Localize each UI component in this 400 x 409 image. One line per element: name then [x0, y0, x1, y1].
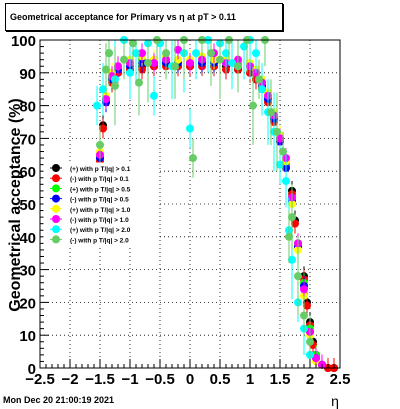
- y-tick-label: 60: [19, 164, 36, 181]
- data-point: [192, 49, 200, 58]
- data-point: [186, 124, 194, 133]
- legend-label: (+) with p T/|q| > 0.5: [70, 186, 131, 193]
- data-point: [306, 337, 314, 346]
- y-tick-label: 40: [19, 230, 36, 247]
- data-point: [150, 58, 158, 67]
- data-point: [111, 81, 119, 90]
- data-point: [171, 62, 179, 71]
- data-point: [228, 58, 236, 67]
- legend-label: (+) with p T/|q| > 1.0: [70, 207, 131, 214]
- legend-label: (-) with p T/|q| > 1.0: [70, 217, 129, 224]
- y-tick-label: 100: [11, 33, 36, 50]
- x-tick-label: −1: [121, 371, 138, 388]
- data-point: [273, 127, 281, 136]
- x-tick-label: 1: [246, 371, 254, 388]
- data-point: [174, 45, 182, 54]
- x-tick-label: 2: [306, 371, 314, 388]
- x-tick-label: 0: [186, 371, 194, 388]
- data-point: [300, 285, 308, 294]
- data-point: [96, 140, 104, 149]
- x-tick-label: −2.5: [25, 371, 55, 388]
- legend-label: (-) with p T/|q| > 0.1: [70, 176, 129, 183]
- data-points: [93, 36, 338, 372]
- x-axis-label: η: [331, 393, 339, 409]
- x-tick-label: 0.5: [210, 371, 231, 388]
- data-point: [312, 354, 320, 363]
- legend-box: [43, 162, 160, 246]
- data-point: [138, 49, 146, 58]
- data-point: [150, 91, 158, 100]
- data-point: [240, 42, 248, 51]
- data-point: [189, 154, 197, 163]
- data-point: [216, 55, 224, 64]
- data-point: [249, 101, 257, 110]
- data-point: [129, 39, 137, 48]
- data-point: [279, 147, 287, 156]
- x-tick-label: −2: [61, 371, 78, 388]
- chart-title: Geometrical acceptance for Primary vs η …: [10, 12, 236, 22]
- legend-label: (-) with p T/|q| > 0.5: [70, 197, 129, 204]
- y-tick-label: 70: [19, 131, 36, 148]
- timestamp: Mon Dec 20 21:00:19 2021: [3, 395, 115, 405]
- data-point: [303, 301, 311, 310]
- legend: (+) with p T/|q| > 0.1 (-) with p T/|q| >…: [43, 162, 160, 246]
- data-point: [135, 78, 143, 87]
- data-point: [276, 134, 284, 143]
- y-tick-label: 90: [19, 66, 36, 83]
- data-point: [132, 49, 140, 58]
- x-tick-label: −0.5: [145, 371, 175, 388]
- data-point: [126, 68, 134, 77]
- data-point: [288, 213, 296, 222]
- y-tick-label: 50: [19, 197, 36, 214]
- data-point: [222, 49, 230, 58]
- x-tick-label: 1.5: [270, 371, 291, 388]
- data-point: [276, 160, 284, 169]
- data-point: [144, 58, 152, 67]
- data-point: [288, 255, 296, 264]
- data-point: [114, 62, 122, 71]
- x-tick-label: −1.5: [85, 371, 115, 388]
- data-point: [93, 101, 101, 110]
- data-point: [291, 219, 299, 228]
- data-point: [105, 49, 113, 58]
- y-tick-label: 80: [19, 99, 36, 116]
- data-point: [186, 58, 194, 67]
- series-7: [96, 36, 314, 368]
- legend-label: (+) with p T/|q| > 0.1: [70, 166, 131, 173]
- data-point: [285, 232, 293, 241]
- data-point: [99, 85, 107, 94]
- data-point: [258, 85, 266, 94]
- data-point: [300, 311, 308, 320]
- data-point: [207, 49, 215, 58]
- y-tick-label: 30: [19, 263, 36, 280]
- data-point: [120, 55, 128, 64]
- data-point: [99, 124, 107, 133]
- data-point: [234, 62, 242, 71]
- data-point: [282, 177, 290, 186]
- data-point: [102, 65, 110, 74]
- data-point: [294, 272, 302, 281]
- data-point: [255, 75, 263, 84]
- x-tick-label: 2.5: [330, 371, 351, 388]
- axes: −2.5 −2 −1.5 −1 −0.5 0 0.5 1 1.5 2 2.5 0 10 20 30 40 50 6…: [11, 33, 350, 388]
- y-axis-label: Geometrical acceptance (%): [7, 98, 24, 311]
- y-tick-label: 0: [28, 361, 36, 378]
- legend-label: (-) with p T/|q| > 2.0: [70, 237, 129, 244]
- data-point: [162, 49, 170, 58]
- y-tick-label: 10: [19, 328, 36, 345]
- data-point: [102, 95, 110, 104]
- chart-title-box: Geometrical acceptance for Primary vs η …: [5, 3, 283, 31]
- data-point: [252, 49, 260, 58]
- data-point: [267, 108, 275, 117]
- legend-label: (+) with p T/|q| > 2.0: [70, 227, 131, 234]
- y-tick-label: 20: [19, 295, 36, 312]
